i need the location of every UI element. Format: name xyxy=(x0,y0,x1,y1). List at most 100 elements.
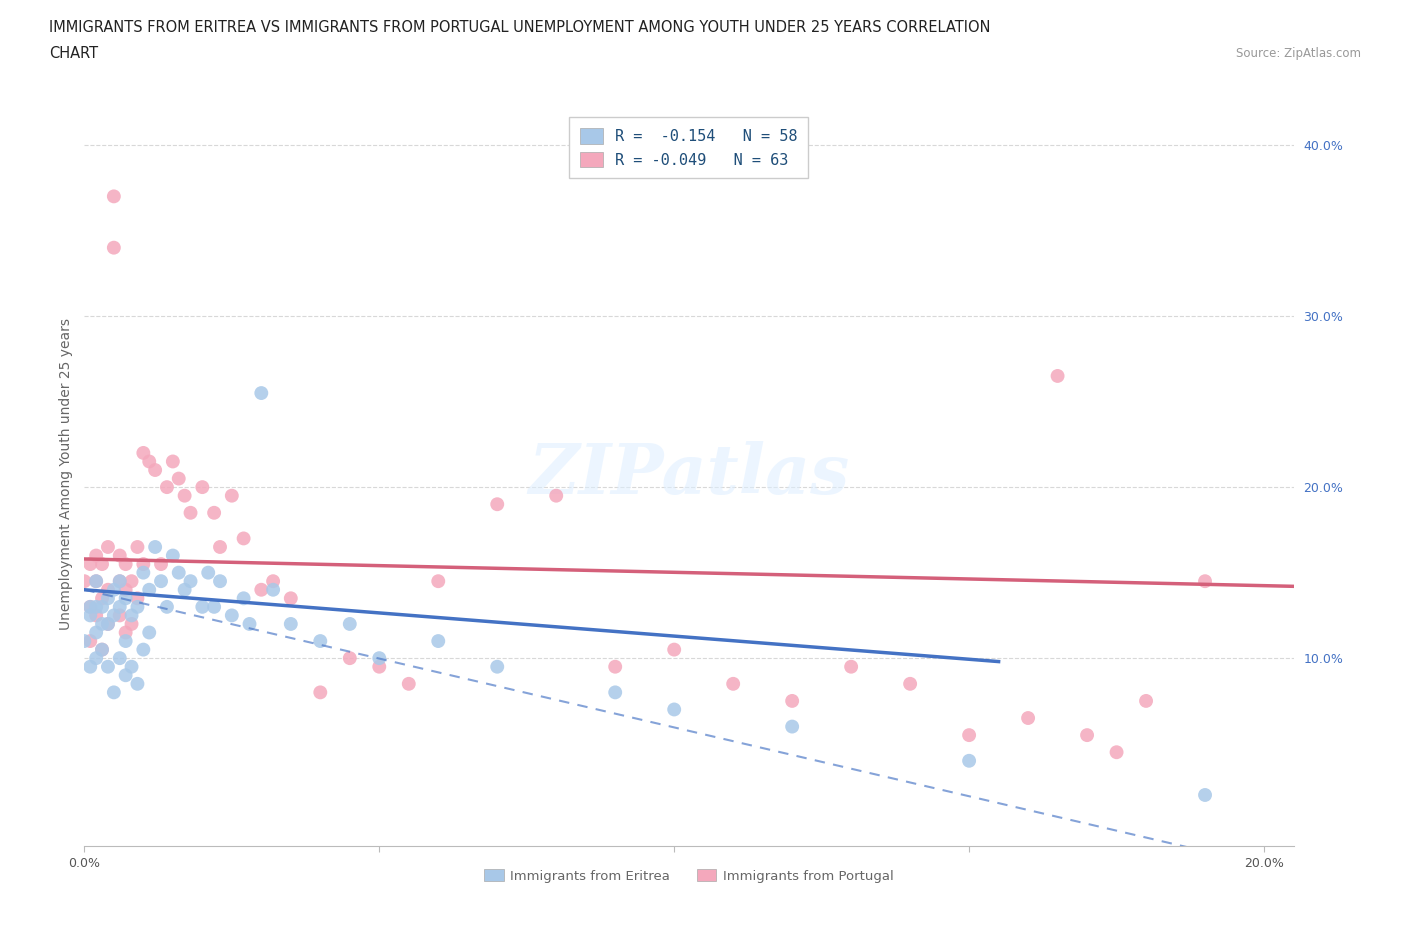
Point xyxy=(84,574,107,589)
Point xyxy=(202,600,225,615)
Point xyxy=(167,565,190,580)
Point xyxy=(143,539,166,554)
Point xyxy=(262,574,284,589)
Point xyxy=(191,600,214,615)
Point xyxy=(221,608,243,623)
Point xyxy=(103,608,125,623)
Point xyxy=(1105,745,1128,760)
Point xyxy=(427,633,450,648)
Point xyxy=(202,505,225,520)
Point xyxy=(97,539,120,554)
Point xyxy=(127,600,149,615)
Point xyxy=(197,565,219,580)
Point xyxy=(79,600,101,615)
Text: ZIPatlas: ZIPatlas xyxy=(529,441,849,508)
Point xyxy=(486,659,509,674)
Point xyxy=(280,617,302,631)
Point xyxy=(368,651,391,666)
Point xyxy=(250,582,273,597)
Point xyxy=(114,625,136,640)
Point xyxy=(108,574,131,589)
Point xyxy=(262,582,284,597)
Point xyxy=(780,719,803,734)
Point xyxy=(97,591,120,605)
Point xyxy=(108,651,131,666)
Point xyxy=(79,659,101,674)
Point xyxy=(121,574,143,589)
Point xyxy=(84,651,107,666)
Point xyxy=(721,676,744,691)
Legend: Immigrants from Eritrea, Immigrants from Portugal: Immigrants from Eritrea, Immigrants from… xyxy=(479,864,898,888)
Point xyxy=(132,643,155,658)
Point xyxy=(780,694,803,709)
Point xyxy=(486,497,509,512)
Point xyxy=(91,557,114,572)
Point xyxy=(232,591,254,605)
Point xyxy=(150,574,173,589)
Point xyxy=(898,676,921,691)
Point xyxy=(132,557,155,572)
Point xyxy=(368,659,391,674)
Point xyxy=(1017,711,1039,725)
Point xyxy=(127,539,149,554)
Point xyxy=(173,488,195,503)
Point xyxy=(97,617,120,631)
Point xyxy=(546,488,568,503)
Point xyxy=(84,600,107,615)
Point xyxy=(132,445,155,460)
Point xyxy=(103,684,125,699)
Point xyxy=(114,557,136,572)
Point xyxy=(398,676,420,691)
Point xyxy=(138,625,160,640)
Point xyxy=(173,582,195,597)
Point xyxy=(605,684,627,699)
Point xyxy=(91,600,114,615)
Point xyxy=(180,505,202,520)
Point xyxy=(250,386,273,401)
Point xyxy=(91,643,114,658)
Point xyxy=(91,617,114,631)
Point xyxy=(103,240,125,255)
Point xyxy=(114,633,136,648)
Point xyxy=(138,582,160,597)
Point xyxy=(114,582,136,597)
Point xyxy=(156,480,179,495)
Point xyxy=(79,608,101,623)
Point xyxy=(664,643,686,658)
Point xyxy=(191,480,214,495)
Point xyxy=(221,488,243,503)
Y-axis label: Unemployment Among Youth under 25 years: Unemployment Among Youth under 25 years xyxy=(59,318,73,631)
Point xyxy=(839,659,862,674)
Point xyxy=(84,574,107,589)
Point xyxy=(114,591,136,605)
Point xyxy=(97,582,120,597)
Point xyxy=(84,548,107,563)
Point xyxy=(73,633,96,648)
Point xyxy=(180,574,202,589)
Point xyxy=(1076,727,1098,742)
Point xyxy=(1135,694,1157,709)
Point xyxy=(127,591,149,605)
Text: CHART: CHART xyxy=(49,46,98,61)
Point xyxy=(605,659,627,674)
Point xyxy=(108,600,131,615)
Point xyxy=(238,617,260,631)
Point xyxy=(91,591,114,605)
Point xyxy=(121,617,143,631)
Point xyxy=(1046,368,1069,383)
Point xyxy=(121,608,143,623)
Point xyxy=(957,727,980,742)
Point xyxy=(1194,574,1216,589)
Point xyxy=(97,617,120,631)
Point xyxy=(167,472,190,486)
Point xyxy=(339,651,361,666)
Point xyxy=(957,753,980,768)
Point xyxy=(162,454,184,469)
Point xyxy=(309,684,332,699)
Point xyxy=(309,633,332,648)
Point xyxy=(127,676,149,691)
Point xyxy=(339,617,361,631)
Point xyxy=(1194,788,1216,803)
Point xyxy=(91,643,114,658)
Point xyxy=(79,600,101,615)
